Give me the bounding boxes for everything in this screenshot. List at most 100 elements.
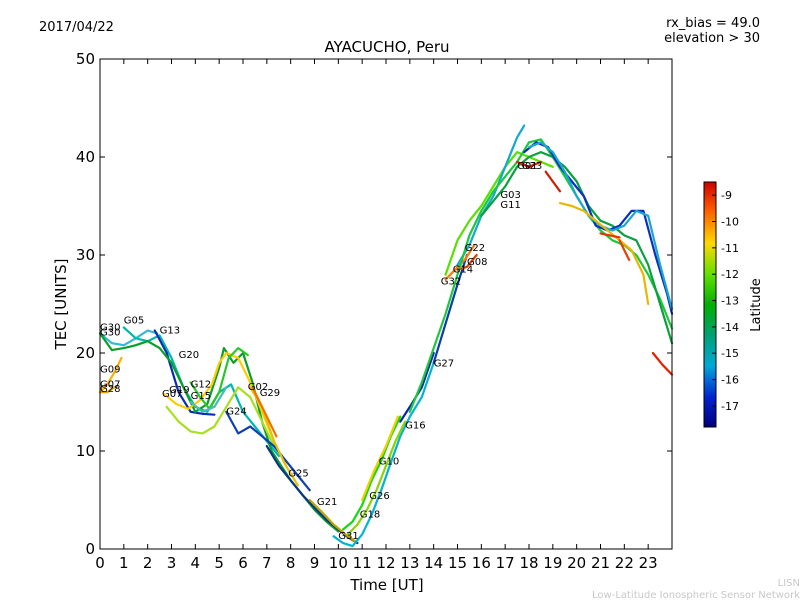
satellite-label-30: G23: [522, 161, 542, 172]
satellite-label-25: G08: [467, 257, 487, 268]
satellite-label-7: G28: [100, 384, 120, 395]
series-line-33: [618, 239, 631, 261]
series-line-34: [544, 170, 562, 193]
rx-bias-label: rx_bias = 49.0: [666, 16, 760, 31]
satellite-label-9: G19: [169, 385, 189, 396]
colorbar-tick-label-0: -9: [721, 189, 732, 202]
satellite-label-11: G15: [191, 391, 211, 402]
x-tick-label-17: 17: [496, 554, 515, 572]
series-line-18: [361, 415, 399, 502]
satellite-label-19: G26: [369, 491, 389, 502]
series-line-17: [346, 420, 407, 536]
series-line-10: [225, 410, 311, 492]
satellite-label-22: G27: [434, 359, 454, 370]
series-line-4: [98, 356, 123, 394]
series-line-27: [516, 160, 542, 168]
x-axis-ticks: 0 1 2 3 4 5 6 7 8 9 10 11 12 13 14 15 16 17 18 19 20 21 22 23: [95, 59, 658, 572]
x-tick-label-19: 19: [543, 554, 562, 572]
colorbar-ticks: -9 -10 -11 -12 -13 -14 -15 -16 -17: [712, 189, 739, 413]
colorbar-tick-label-5: -14: [721, 321, 739, 334]
series-line-31: [651, 351, 674, 376]
series-line-9: [189, 386, 228, 413]
colorbar: [703, 181, 717, 428]
series-line-23: [444, 151, 554, 276]
x-tick-label-8: 8: [286, 554, 296, 572]
plot-lines: [98, 124, 674, 548]
satellite-label-28: G11: [500, 200, 520, 211]
x-tick-label-5: 5: [214, 554, 224, 572]
series-line-12: [251, 386, 278, 438]
x-tick-label-2: 2: [143, 554, 153, 572]
satellite-label-24: G14: [453, 265, 473, 276]
credit-lisn: LISN: [778, 578, 800, 589]
satellite-label-23: G32: [441, 276, 461, 287]
satellite-label-15: G25: [288, 469, 308, 480]
satellite-label-8: G07: [162, 389, 182, 400]
y-tick-label-1: 10: [76, 442, 95, 460]
x-tick-label-6: 6: [238, 554, 248, 572]
series-line-1: [122, 326, 280, 457]
satellite-label-13: G02: [248, 382, 268, 393]
series-line-5: [98, 386, 116, 394]
x-tick-label-20: 20: [567, 554, 586, 572]
colorbar-tick-label-7: -16: [721, 374, 739, 387]
satellite-label-1: G30: [100, 323, 120, 334]
date-label: 2017/04/22: [39, 20, 114, 35]
elevation-label: elevation > 30: [664, 31, 760, 46]
x-tick-label-11: 11: [353, 554, 372, 572]
x-tick-label-16: 16: [472, 554, 491, 572]
satellite-label-16: G21: [317, 497, 337, 508]
y-tick-label-2: 20: [76, 344, 95, 362]
satellite-label-12: G24: [226, 407, 246, 418]
series-line-6: [163, 351, 287, 467]
y-tick-label-4: 40: [76, 148, 95, 166]
series-line-14: [308, 498, 357, 543]
series-line-20: [432, 253, 469, 364]
series-line-7: [165, 386, 276, 448]
x-tick-label-1: 1: [119, 554, 129, 572]
satellite-label-0: G30: [100, 327, 120, 338]
satellite-label-2: G05: [124, 316, 144, 327]
x-tick-label-21: 21: [591, 554, 610, 572]
x-tick-label-0: 0: [95, 554, 105, 572]
satellite-label-10: G12: [191, 379, 211, 390]
x-tick-label-13: 13: [400, 554, 419, 572]
colorbar-tick-label-2: -11: [721, 242, 739, 255]
x-tick-label-7: 7: [262, 554, 272, 572]
series-line-24: [456, 124, 526, 266]
satellite-label-21: G16: [405, 421, 425, 432]
satellite-label-3: G13: [160, 325, 180, 336]
satellite-label-5: G09: [100, 365, 120, 376]
series-line-22: [456, 253, 478, 271]
colorbar-tick-label-1: -10: [721, 216, 739, 229]
y-tick-label-5: 50: [76, 50, 95, 68]
x-tick-label-9: 9: [310, 554, 320, 572]
series-line-2: [153, 329, 216, 416]
x-axis-label: Time [UT]: [349, 576, 423, 594]
colorbar-tick-label-6: -15: [721, 347, 739, 360]
satellite-label-17: G31: [338, 531, 358, 542]
y-tick-label-3: 30: [76, 246, 95, 264]
x-tick-label-14: 14: [424, 554, 443, 572]
colorbar-label: Latitude: [749, 278, 764, 332]
x-tick-label-22: 22: [615, 554, 634, 572]
satellite-label-27: G03: [500, 190, 520, 201]
satellite-label-18: G18: [360, 510, 380, 521]
satellite-label-14: G29: [260, 388, 280, 399]
y-axis-label: TEC [UNITS]: [52, 259, 70, 351]
x-tick-label-15: 15: [448, 554, 467, 572]
series-line-30: [558, 202, 650, 306]
satellite-label-4: G20: [179, 350, 199, 361]
satellite-label-29: G01: [517, 161, 537, 172]
series-line-8: [189, 347, 249, 410]
x-tick-label-4: 4: [191, 554, 201, 572]
y-tick-label-0: 0: [85, 540, 95, 558]
x-tick-label-23: 23: [639, 554, 658, 572]
series-line-15: [332, 361, 435, 548]
satellite-label-20: G10: [379, 457, 399, 468]
x-tick-label-12: 12: [376, 554, 395, 572]
colorbar-tick-label-3: -12: [721, 268, 739, 281]
colorbar-tick-label-4: -13: [721, 295, 739, 308]
